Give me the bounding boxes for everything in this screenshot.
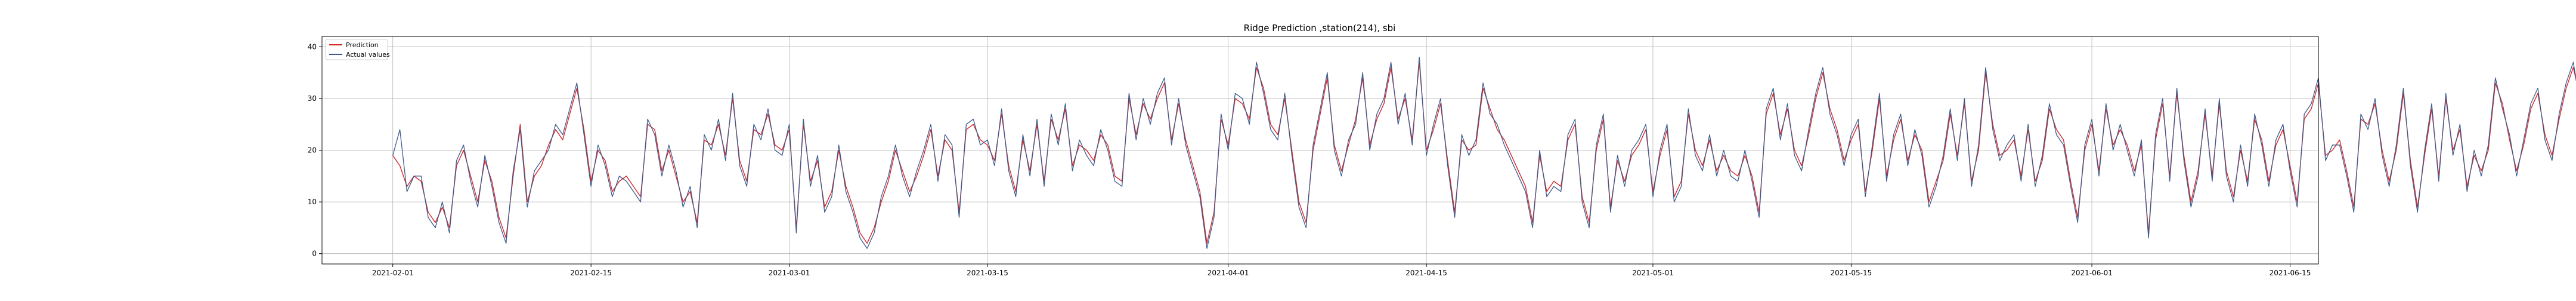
y-axis: 0 10 20 30 40 bbox=[308, 42, 322, 258]
x-tick-label: 2021-05-15 bbox=[1831, 269, 1872, 277]
x-tick-label: 2021-03-15 bbox=[967, 269, 1008, 277]
x-tick-label: 2021-06-01 bbox=[2071, 269, 2113, 277]
y-tick-label: 10 bbox=[308, 198, 317, 206]
legend-label-actual: Actual values bbox=[346, 51, 390, 59]
y-tick-label: 30 bbox=[308, 94, 317, 103]
grid-lines bbox=[322, 36, 2318, 264]
x-tick-label: 2021-03-01 bbox=[769, 269, 810, 277]
y-tick-label: 40 bbox=[308, 42, 317, 51]
y-tick-label: 20 bbox=[308, 146, 317, 155]
x-tick-label: 2021-02-01 bbox=[372, 269, 414, 277]
series-line-prediction bbox=[392, 62, 2576, 244]
series-layer bbox=[392, 56, 2576, 249]
y-tick-label: 0 bbox=[312, 250, 317, 258]
legend: Prediction Actual values bbox=[325, 39, 390, 60]
chart-title: Ridge Prediction ,station(214), sbi bbox=[1244, 23, 1396, 33]
legend-label-prediction: Prediction bbox=[346, 41, 379, 49]
x-tick-label: 2021-04-15 bbox=[1405, 269, 1447, 277]
x-tick-label: 2021-05-01 bbox=[1632, 269, 1674, 277]
series-line-actual bbox=[392, 56, 2576, 249]
x-tick-label: 2021-06-15 bbox=[2270, 269, 2311, 277]
x-tick-label: 2021-04-01 bbox=[1208, 269, 1249, 277]
x-axis: 2021-02-01 2021-02-15 2021-03-01 2021-03-15… bbox=[372, 264, 2311, 277]
x-tick-label: 2021-02-15 bbox=[570, 269, 612, 277]
